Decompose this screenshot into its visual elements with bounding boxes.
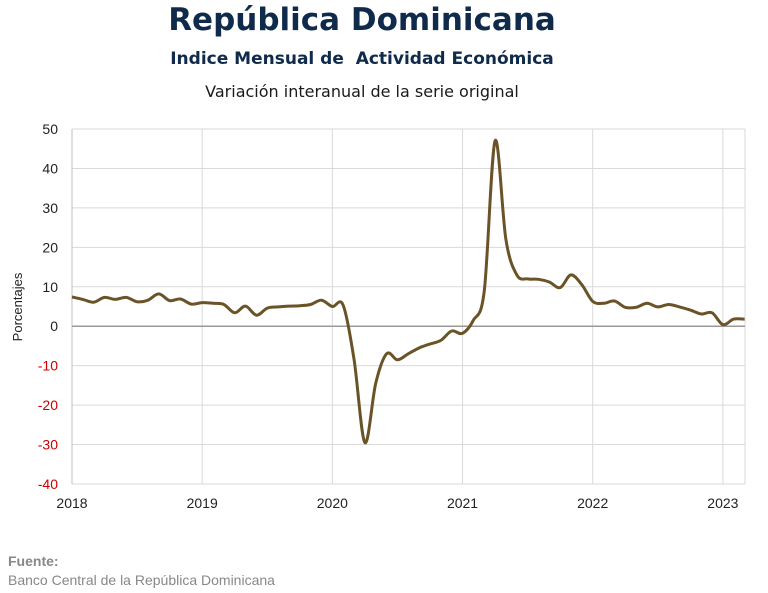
chart-title: República Dominicana [168,2,556,38]
y-tick-label: 50 [42,121,58,137]
grid [71,128,746,485]
source-text: Banco Central de la República Dominicana [8,572,275,588]
y-tick-label: 40 [42,160,58,176]
y-tick-label: -10 [38,358,58,374]
chart-description: Variación interanual de la serie origina… [205,82,519,101]
x-tick-label: 2019 [187,495,218,511]
y-tick-label: 30 [42,200,58,216]
source-label: Fuente: [8,553,59,569]
x-tick-label: 2022 [577,495,608,511]
x-tick-label: 2021 [447,495,478,511]
axes: 50 40 30 20 10 0 -10 -20 -30 -40 2018 2019 2020 2021 2… [38,121,745,511]
y-tick-label: -20 [38,397,58,413]
x-tick-label: 2020 [317,495,348,511]
chart-subtitle: Indice Mensual de Actividad Económica [170,49,554,69]
y-tick-label: 20 [42,239,58,255]
y-tick-label: -30 [38,437,58,453]
series [71,139,745,445]
y-axis-label: Porcentajes [10,272,25,341]
y-tick-label: 0 [50,318,58,334]
y-tick-label: 10 [42,279,58,295]
y-tick-label: -40 [38,476,58,492]
x-tick-label: 2018 [56,495,87,511]
series-line [71,139,745,445]
x-tick-label: 2023 [707,495,738,511]
